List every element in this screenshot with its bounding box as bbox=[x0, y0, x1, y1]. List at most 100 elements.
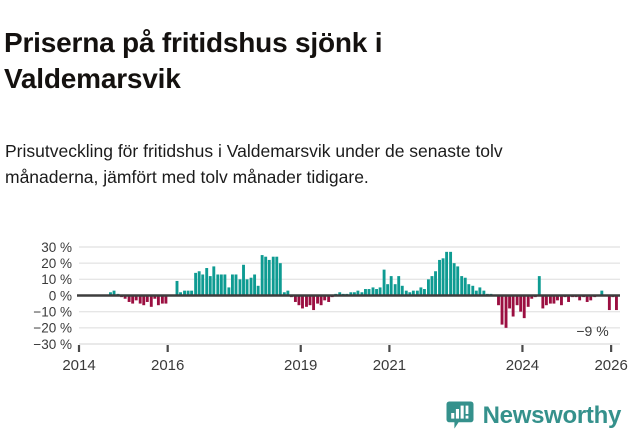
chart-bar bbox=[293, 295, 297, 302]
chart-bar bbox=[319, 295, 323, 306]
chart-bar bbox=[271, 256, 275, 296]
chart-x-axis-labels: 2014 2016 2019 2021 2024 2026 bbox=[62, 357, 628, 374]
chart-bar bbox=[452, 263, 456, 296]
chart-bar bbox=[526, 295, 530, 307]
y-axis-tick-label: 20 % bbox=[41, 256, 72, 271]
chart-canvas: 30 %20 %10 %0 %−10 %−20 %−30 % 2014 2016 2… bbox=[33, 240, 628, 374]
x-axis-tick-label: 2016 bbox=[151, 357, 184, 374]
chart-bar bbox=[541, 295, 545, 309]
chart-bar bbox=[356, 290, 360, 296]
chart-bar bbox=[164, 295, 168, 304]
chart-bar bbox=[323, 295, 327, 301]
chart-bar bbox=[371, 287, 375, 296]
chart-bar bbox=[149, 295, 153, 307]
chart-bar bbox=[415, 290, 419, 296]
chart-bar bbox=[537, 276, 541, 296]
chart-bar bbox=[305, 295, 308, 307]
chart-bar bbox=[397, 276, 401, 296]
chart-bar bbox=[142, 295, 146, 306]
chart-bar bbox=[194, 272, 198, 296]
chart-bar bbox=[449, 251, 453, 296]
chart-bar bbox=[131, 295, 135, 304]
chart-bar bbox=[482, 290, 486, 296]
newsworthy-wordmark: Newsworthy bbox=[482, 402, 622, 429]
x-axis-tick-label: 2014 bbox=[62, 357, 95, 374]
chart-bar bbox=[508, 295, 512, 309]
chart-bar bbox=[404, 290, 408, 296]
chart-bar bbox=[275, 256, 279, 296]
chart-bar bbox=[112, 290, 116, 296]
chart-bar bbox=[219, 274, 223, 296]
x-axis-tick-label: 2021 bbox=[373, 357, 406, 374]
chart-bar bbox=[312, 295, 316, 311]
chart-bar bbox=[544, 295, 548, 306]
chart-bar bbox=[134, 295, 138, 301]
chart-bar bbox=[456, 266, 460, 296]
chart-bar bbox=[423, 289, 426, 296]
chart-bar bbox=[286, 290, 290, 296]
chart-bar bbox=[419, 287, 423, 296]
chart-bar bbox=[227, 287, 231, 296]
chart-bar bbox=[316, 295, 320, 304]
chart-bar bbox=[186, 290, 190, 296]
chart-bar bbox=[308, 295, 312, 306]
chart-bar bbox=[519, 295, 523, 312]
chart-bar bbox=[364, 289, 367, 296]
chart-bar bbox=[301, 295, 304, 309]
newsworthy-logo[interactable]: Newsworthy bbox=[446, 401, 621, 431]
chart-bar bbox=[408, 292, 412, 296]
chart-bar bbox=[338, 292, 342, 296]
chart-bar bbox=[145, 295, 149, 302]
chart-bar bbox=[242, 264, 245, 296]
page-subtitle: Prisutveckling för fritidshus i Valdemar… bbox=[5, 140, 503, 188]
chart-bar bbox=[441, 258, 445, 296]
chart-x-axis-ticks bbox=[77, 343, 620, 352]
bar-chart: 30 % 20 % 10 % 0 % −10 % −20 % −30 % 2014 2016 2… bbox=[0, 236, 631, 386]
chart-bar bbox=[267, 259, 271, 296]
chart-bar bbox=[349, 292, 353, 296]
y-axis-tick-label: −10 % bbox=[33, 304, 72, 319]
chart-bar bbox=[426, 279, 430, 296]
chart-bars bbox=[109, 251, 618, 328]
chart-bar bbox=[530, 295, 534, 299]
chart-bar bbox=[556, 295, 559, 301]
chart-bar bbox=[378, 287, 382, 296]
chart-bar bbox=[297, 295, 301, 306]
chart-bar bbox=[282, 292, 286, 296]
chart-bar bbox=[600, 290, 604, 296]
chart-y-axis-labels: 30 %20 %10 %0 %−10 % −20 %−30 % bbox=[33, 240, 72, 352]
chart-bar bbox=[382, 269, 386, 296]
chart-bar bbox=[205, 268, 209, 296]
chart-bar bbox=[278, 263, 282, 296]
page-title: Priserna på fritidshus sjönk i Valdemars… bbox=[4, 26, 383, 94]
chart-bar bbox=[438, 259, 441, 296]
y-axis-tick-label: −20 % bbox=[33, 321, 72, 336]
chart-bar bbox=[430, 276, 434, 296]
chart-bar bbox=[411, 290, 415, 296]
chart-bar bbox=[560, 295, 563, 306]
chart-bar bbox=[393, 284, 397, 296]
chart-bar bbox=[201, 274, 205, 296]
chart-bar bbox=[552, 295, 556, 304]
chart-bar bbox=[153, 295, 157, 299]
chart-bar bbox=[589, 295, 593, 301]
chart-bar bbox=[445, 251, 449, 296]
chart-bar bbox=[216, 274, 220, 296]
chart-bar bbox=[160, 295, 164, 304]
chart-bar bbox=[504, 295, 508, 328]
y-axis-tick-label: 0 % bbox=[49, 288, 72, 303]
chart-bar bbox=[234, 274, 238, 296]
chart-bar bbox=[197, 271, 201, 296]
chart-bar bbox=[245, 279, 249, 296]
chart-bar bbox=[352, 292, 356, 296]
y-axis-tick-label: −30 % bbox=[33, 337, 72, 352]
y-axis-tick-label: 30 % bbox=[41, 240, 72, 255]
chart-bar bbox=[156, 295, 160, 306]
chart-bar bbox=[386, 284, 390, 296]
chart-bar bbox=[223, 274, 227, 296]
chart-bar bbox=[585, 295, 589, 302]
chart-bar bbox=[434, 271, 437, 296]
x-axis-tick-label: 2024 bbox=[506, 357, 539, 374]
chart-bar bbox=[360, 292, 364, 296]
chart-bar bbox=[208, 276, 212, 296]
